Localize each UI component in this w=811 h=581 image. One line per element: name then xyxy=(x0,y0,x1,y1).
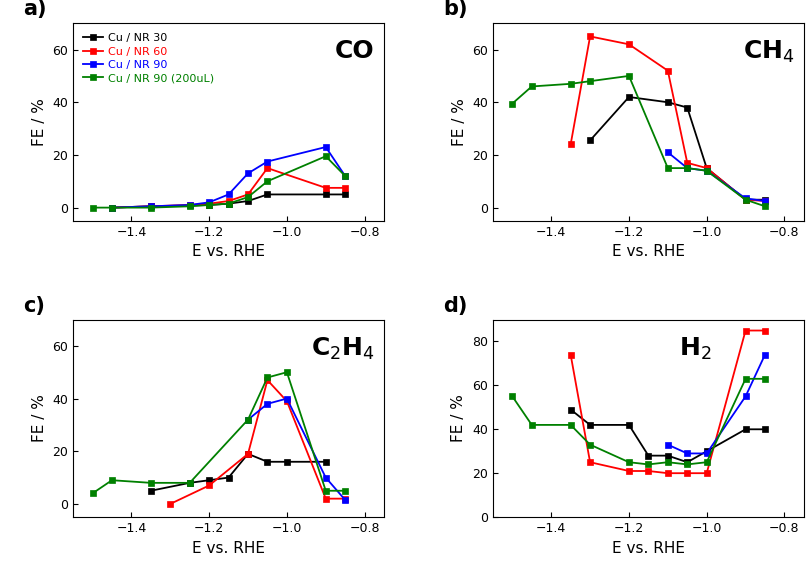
Text: c): c) xyxy=(24,296,45,315)
Cu / NR 60 xyxy=(340,184,350,191)
Y-axis label: FE / %: FE / % xyxy=(32,98,47,146)
Line: Cu / NR 90: Cu / NR 90 xyxy=(109,144,348,210)
Cu / NR 90 xyxy=(204,199,214,206)
Y-axis label: FE / %: FE / % xyxy=(451,98,466,146)
Cu / NR 60 xyxy=(107,204,117,211)
Line: Cu / NR 60: Cu / NR 60 xyxy=(109,166,348,210)
Cu / NR 60 xyxy=(204,200,214,207)
Cu / NR 60 xyxy=(262,164,272,171)
Cu / NR 30 xyxy=(262,191,272,198)
Cu / NR 90 xyxy=(185,202,195,209)
Cu / NR 90 (200uL) xyxy=(146,204,156,211)
Cu / NR 90 (200uL) xyxy=(340,173,350,180)
Cu / NR 90 xyxy=(262,158,272,165)
Cu / NR 90 xyxy=(340,173,350,180)
Line: Cu / NR 90 (200uL): Cu / NR 90 (200uL) xyxy=(90,153,348,210)
X-axis label: E vs. RHE: E vs. RHE xyxy=(611,540,684,555)
Text: CO: CO xyxy=(335,39,374,63)
Cu / NR 30 xyxy=(204,202,214,209)
Cu / NR 90 (200uL) xyxy=(223,200,233,207)
Y-axis label: FE / %: FE / % xyxy=(451,394,466,442)
Cu / NR 90 xyxy=(223,191,233,198)
Text: H$_2$: H$_2$ xyxy=(679,335,711,361)
Text: a): a) xyxy=(24,0,47,19)
Cu / NR 90 xyxy=(146,203,156,210)
Cu / NR 90 (200uL) xyxy=(242,193,252,200)
Cu / NR 30 xyxy=(242,198,252,205)
Cu / NR 90 xyxy=(107,204,117,211)
Text: d): d) xyxy=(443,296,467,315)
Cu / NR 90 (200uL) xyxy=(88,204,97,211)
Cu / NR 60 xyxy=(242,191,252,198)
X-axis label: E vs. RHE: E vs. RHE xyxy=(192,540,264,555)
Cu / NR 90 (200uL) xyxy=(185,203,195,210)
Cu / NR 90 (200uL) xyxy=(204,202,214,209)
Cu / NR 60 xyxy=(146,203,156,210)
Cu / NR 90 xyxy=(320,144,330,150)
Text: CH$_4$: CH$_4$ xyxy=(742,39,794,65)
Cu / NR 30 xyxy=(223,200,233,207)
Cu / NR 30 xyxy=(340,191,350,198)
Line: Cu / NR 30: Cu / NR 30 xyxy=(109,192,348,210)
X-axis label: E vs. RHE: E vs. RHE xyxy=(611,244,684,259)
Cu / NR 30 xyxy=(107,204,117,211)
Cu / NR 30 xyxy=(146,203,156,210)
Text: C$_2$H$_4$: C$_2$H$_4$ xyxy=(311,335,374,361)
Cu / NR 90 (200uL) xyxy=(262,178,272,185)
Y-axis label: FE / %: FE / % xyxy=(32,394,47,442)
Text: b): b) xyxy=(443,0,467,19)
Cu / NR 30 xyxy=(320,191,330,198)
Cu / NR 90 (200uL) xyxy=(107,204,117,211)
Cu / NR 90 (200uL) xyxy=(320,153,330,160)
Cu / NR 60 xyxy=(223,198,233,205)
Cu / NR 60 xyxy=(185,202,195,209)
Legend: Cu / NR 30, Cu / NR 60, Cu / NR 90, Cu / NR 90 (200uL): Cu / NR 30, Cu / NR 60, Cu / NR 90, Cu /… xyxy=(79,29,218,88)
Cu / NR 60 xyxy=(320,184,330,191)
Cu / NR 90 xyxy=(242,170,252,177)
X-axis label: E vs. RHE: E vs. RHE xyxy=(192,244,264,259)
